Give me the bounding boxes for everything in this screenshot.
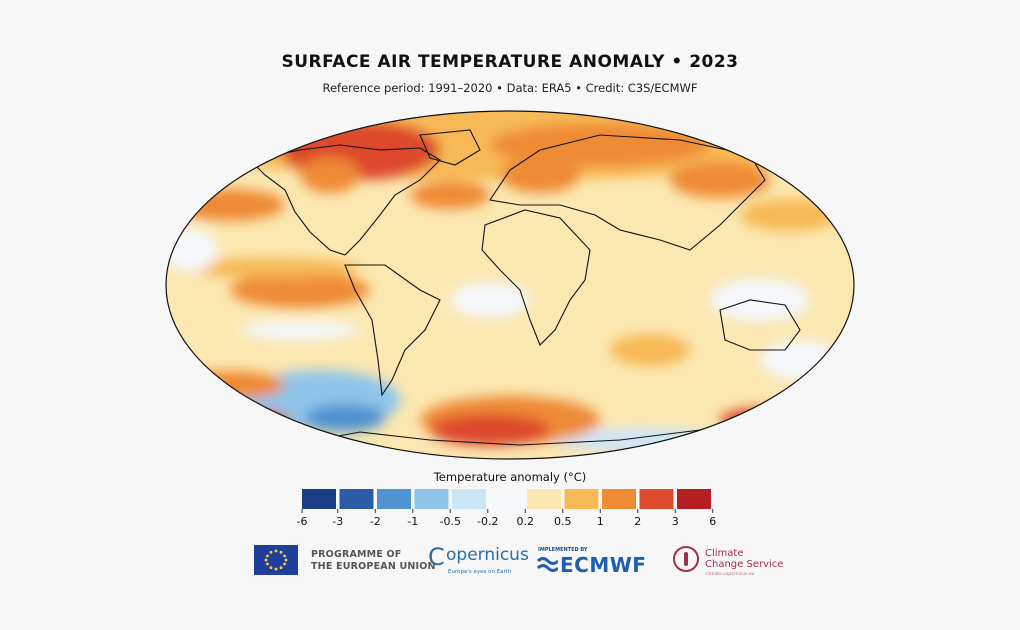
ecmwf-wave-icon bbox=[536, 557, 558, 572]
coast-south-america bbox=[344, 264, 441, 397]
eu-programme-text: PROGRAMME OF THE EUROPEAN UNION bbox=[311, 549, 436, 573]
legend-swatch bbox=[302, 489, 336, 509]
anomaly-antarctica-weddell bbox=[430, 414, 550, 446]
anomaly-east-pacific bbox=[230, 272, 370, 308]
eu-line-2: THE EUROPEAN UNION bbox=[311, 561, 436, 572]
legend-swatch bbox=[452, 489, 486, 509]
anomaly-south-atlantic bbox=[450, 282, 530, 318]
ecmwf-logo-text: ECMWF bbox=[560, 553, 647, 577]
copernicus-logo-text: opernicus bbox=[446, 545, 529, 565]
anomaly-europe bbox=[500, 157, 580, 193]
map-subtitle: Reference period: 1991–2020 • Data: ERA5… bbox=[322, 81, 698, 95]
coast-greenland bbox=[419, 129, 481, 166]
anomaly-siberia bbox=[490, 123, 710, 167]
legend-tick-label: 1 bbox=[597, 515, 604, 528]
legend-tick-label: -1 bbox=[407, 515, 418, 528]
coast-australia bbox=[719, 299, 801, 351]
legend-tick-label: -2 bbox=[370, 515, 381, 528]
eu-flag-icon bbox=[254, 545, 298, 575]
legend-title: Temperature anomaly (°C) bbox=[433, 470, 587, 484]
legend-swatch bbox=[677, 489, 711, 509]
anomaly-north-pacific-west bbox=[740, 199, 840, 231]
ecmwf-implemented-by: IMPLEMENTED BY bbox=[538, 547, 588, 553]
legend-tick-label: -6 bbox=[297, 515, 308, 528]
coast-eurasia bbox=[489, 134, 766, 251]
anomaly-east-asia bbox=[670, 162, 770, 198]
legend-tick-label: -0.5 bbox=[440, 515, 461, 528]
anomaly-north-atlantic bbox=[410, 181, 490, 209]
anomaly-indian-ocean bbox=[610, 334, 690, 366]
c3s-thermometer-icon bbox=[673, 546, 699, 572]
globe-outline bbox=[165, 110, 855, 460]
legend-swatch bbox=[527, 489, 561, 509]
legend-tick-label: 0.5 bbox=[554, 515, 572, 528]
legend-tick-label: 2 bbox=[634, 515, 641, 528]
c3s-line-1: Climate bbox=[705, 548, 744, 559]
legend-swatch bbox=[414, 489, 449, 509]
legend-swatch bbox=[489, 489, 524, 509]
eu-line-1: PROGRAMME OF bbox=[311, 549, 402, 560]
c3s-tagline: climate.copernicus.eu bbox=[705, 572, 755, 577]
anomaly-tropical-pacific bbox=[180, 258, 360, 278]
c3s-logo-text: Climate Change Service bbox=[705, 548, 783, 570]
legend-swatch bbox=[377, 489, 411, 509]
anomaly-south-east-pacific bbox=[240, 320, 360, 340]
legend-tick-label: 6 bbox=[709, 515, 716, 528]
anomaly-canada bbox=[300, 157, 360, 193]
legend-swatch bbox=[564, 489, 599, 509]
map-title: SURFACE AIR TEMPERATURE ANOMALY • 2023 bbox=[281, 52, 739, 72]
anomaly-south-pacific-core bbox=[305, 404, 385, 432]
legend-tick-label: -3 bbox=[332, 515, 343, 528]
legend-tick-label: -0.2 bbox=[477, 515, 498, 528]
legend-swatch bbox=[639, 489, 674, 509]
copernicus-c-icon: C bbox=[428, 543, 445, 571]
legend-tick-label: 0.2 bbox=[517, 515, 535, 528]
legend-swatch bbox=[602, 489, 636, 509]
coast-north-america bbox=[248, 144, 441, 256]
coast-africa bbox=[481, 209, 591, 346]
anomaly-australia bbox=[710, 278, 810, 322]
copernicus-tagline: Europe's eyes on Earth bbox=[448, 569, 512, 575]
eu-stars-icon bbox=[264, 549, 288, 571]
legend-tick-label: 3 bbox=[672, 515, 679, 528]
c3s-line-2: Change Service bbox=[705, 559, 784, 570]
legend-swatch bbox=[339, 489, 374, 509]
